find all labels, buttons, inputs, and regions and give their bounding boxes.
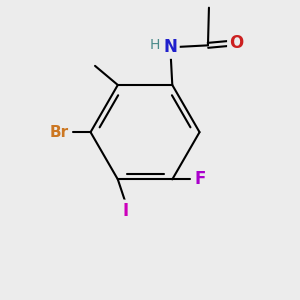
Text: Br: Br bbox=[49, 125, 68, 140]
Text: F: F bbox=[194, 170, 206, 188]
Text: N: N bbox=[164, 38, 177, 56]
Text: I: I bbox=[123, 202, 129, 220]
Text: O: O bbox=[230, 34, 244, 52]
Text: H: H bbox=[149, 38, 160, 52]
